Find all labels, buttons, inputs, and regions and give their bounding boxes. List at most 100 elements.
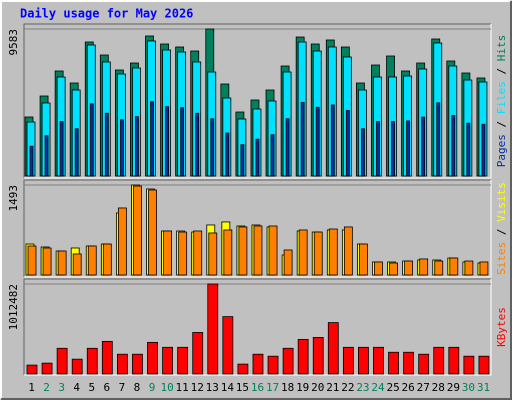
bar [448,346,460,375]
x-tick-label: 13 [206,381,219,394]
legend-entry: Pages [495,134,508,167]
bar [270,134,275,177]
bar [481,123,486,177]
legend-space [495,128,508,135]
bar [389,262,398,276]
bar [419,258,429,276]
bar [297,338,309,375]
bar [56,347,68,375]
legend-separator: / [495,229,508,236]
bar [298,229,308,276]
bar [208,232,218,276]
bar [479,261,489,276]
bar [464,260,474,276]
legend: Pages / Files / Hits [495,35,508,168]
bar [238,226,248,276]
bar [101,340,113,375]
bar [342,346,354,375]
x-tick-label: 11 [176,381,189,394]
bar [237,363,249,375]
legend-entry: KBytes [495,307,508,347]
x-tick-label: 15 [236,381,249,394]
bar [436,102,441,177]
bar [192,332,204,375]
bar [104,112,109,177]
bar [165,106,169,177]
bar [163,230,172,276]
legend-entry: Sites [495,242,508,275]
legend-entry: Visits [495,182,508,222]
bar [42,247,52,276]
bar [102,243,112,276]
x-tick-label: 29 [447,381,460,394]
bevel [23,179,491,277]
bar [330,104,335,177]
bar [327,322,339,375]
legend-space [495,114,508,121]
bar [359,243,368,276]
bar [315,106,320,177]
bar [328,228,338,276]
bar [374,261,383,276]
bar [345,110,350,177]
bar [312,337,324,375]
bar [72,253,82,276]
bar [421,116,426,177]
bar [255,138,260,177]
bar [57,250,67,276]
bar [74,128,79,177]
bar [283,249,293,276]
bar [180,107,185,177]
bar [195,112,200,177]
y-tick-label: 1493 [7,185,20,212]
bar [225,132,230,177]
bar [162,346,173,375]
bar [119,119,124,177]
x-tick-label: 16 [251,381,264,394]
bar [44,135,49,177]
bar [193,230,203,276]
bar [478,355,490,375]
x-tick-label: 8 [134,381,141,394]
x-tick-label: 27 [417,381,430,394]
x-tick-label: 3 [58,381,65,394]
bevel [23,23,491,178]
bar [222,316,234,375]
bevel [23,278,491,375]
bar [117,207,127,276]
bar [27,245,37,276]
x-tick-label: 26 [402,381,415,394]
x-tick-label: 30 [462,381,475,394]
legend-separator: / [495,121,508,128]
bar [210,118,215,177]
bar [376,121,380,177]
bar [252,353,264,375]
bar [418,353,430,375]
bar [268,225,278,276]
legend: KBytes [495,307,508,347]
x-tick-label: 28 [432,381,445,394]
x-tick-label: 2 [43,381,50,394]
bevel [24,180,492,278]
x-tick-label: 4 [73,381,80,394]
x-tick-label: 5 [88,381,95,394]
bar [41,362,53,375]
x-tick-label: 14 [221,381,235,394]
bar [135,116,139,177]
bar [434,260,444,276]
x-tick-label: 23 [356,381,369,394]
bar [358,346,369,375]
bar [313,231,323,276]
x-tick-label: 1 [28,381,35,394]
x-tick-label: 7 [119,381,126,394]
bar [451,115,456,177]
bar [240,144,245,177]
bevel [24,279,492,376]
bar [26,364,38,375]
bar [404,260,414,276]
bevel [24,24,492,179]
bar [343,226,353,276]
bar [59,121,64,177]
